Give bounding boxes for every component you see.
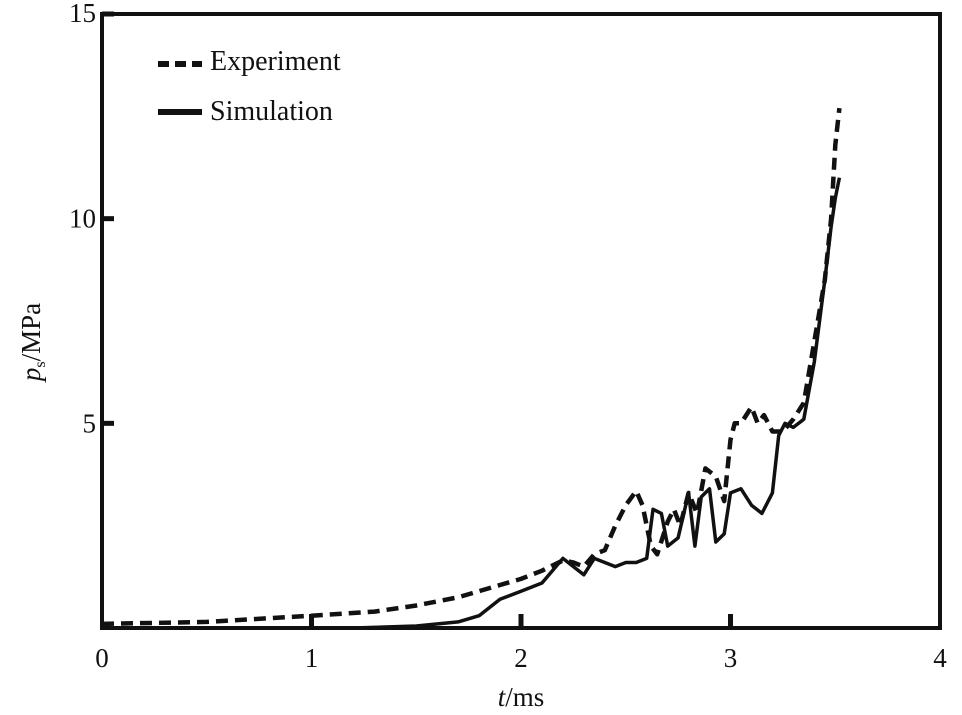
series-line-simulation: [102, 177, 842, 630]
legend-label-simulation: Simulation: [210, 96, 333, 127]
y-tick-label-10: 10: [69, 204, 96, 234]
x-tick-label-0: 0: [95, 643, 109, 673]
y-axis-title-symbol: p: [16, 368, 46, 384]
x-tick-label-2: 2: [514, 643, 528, 673]
x-ticks: 0 1 2 3 4: [95, 614, 947, 673]
legend: Experiment Simulation: [158, 46, 341, 127]
y-axis-title-unit: /MPa: [16, 303, 46, 362]
y-ticks: 5 10 15: [69, 0, 114, 438]
legend-label-experiment: Experiment: [210, 46, 341, 77]
series-layer: [101, 107, 842, 630]
y-axis-title: ps/MPa: [16, 303, 49, 383]
x-tick-label-1: 1: [305, 643, 319, 673]
x-tick-label-4: 4: [933, 643, 947, 673]
x-tick-label-3: 3: [724, 643, 738, 673]
x-axis-title-unit: /ms: [505, 682, 544, 712]
series-line-experiment: [101, 107, 842, 627]
x-axis-title-symbol: t: [498, 682, 507, 712]
y-tick-label-5: 5: [83, 408, 97, 438]
y-axis-title-subscript: s: [32, 361, 49, 367]
y-tick-label-15: 15: [69, 0, 96, 28]
x-axis-title: t/ms: [498, 682, 545, 712]
